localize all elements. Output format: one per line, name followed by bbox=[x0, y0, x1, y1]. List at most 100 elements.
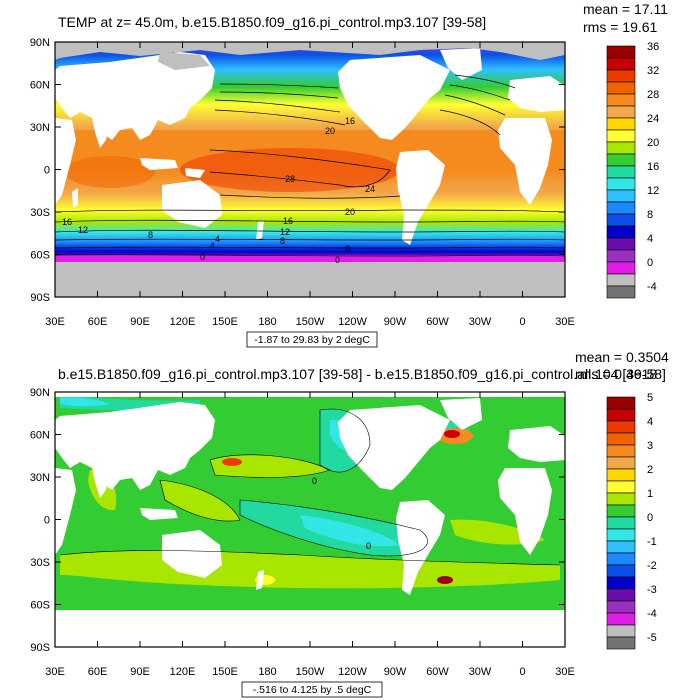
top-ytick-label: 90S bbox=[30, 292, 50, 304]
bottom-colorbar-swatch bbox=[606, 468, 636, 482]
top-australia bbox=[162, 180, 222, 228]
top-contour-label: 24 bbox=[365, 184, 375, 194]
bottom-colorbar-swatch bbox=[606, 600, 636, 614]
top-colorbar-label: 24 bbox=[647, 113, 659, 125]
top-contour-line bbox=[219, 194, 401, 199]
top-contour-label: 4 bbox=[210, 241, 215, 251]
top-range-box: -1.87 to 29.83 by 2 degC bbox=[246, 331, 378, 348]
top-map-area bbox=[55, 42, 565, 297]
top-contour-label: 0 bbox=[345, 244, 350, 254]
top-xtick-label: 150E bbox=[212, 316, 238, 328]
top-xtick-label: 30E bbox=[555, 316, 575, 328]
top-colorbar-swatch bbox=[606, 93, 636, 107]
bottom-greenland bbox=[440, 398, 482, 430]
top-xtick-label: 90E bbox=[130, 316, 150, 328]
top-xtick-label: 120W bbox=[338, 316, 367, 328]
bottom-colorbar-swatch bbox=[606, 432, 636, 446]
top-panel: TEMP at z= 45.0m, b.e15.B1850.f09_g16.pi… bbox=[30, 1, 668, 348]
bottom-colorbar-swatch bbox=[606, 408, 636, 422]
top-africa-west bbox=[498, 118, 552, 205]
top-contour-line bbox=[214, 99, 341, 113]
bottom-south-america bbox=[396, 500, 445, 595]
bottom-range-label: -.516 to 4.125 by .5 degC bbox=[253, 684, 372, 696]
bottom-contour-labels: 0 0 bbox=[312, 476, 371, 551]
bottom-colorbar-label: 1 bbox=[647, 488, 653, 500]
top-xtick-label: 90W bbox=[384, 316, 407, 328]
bottom-colorbar-swatch bbox=[606, 540, 636, 554]
top-contour-label: 0 bbox=[200, 252, 205, 262]
top-colorbar-swatch bbox=[606, 261, 636, 275]
bottom-africa-west bbox=[498, 468, 552, 555]
bottom-colorbar: 5 4 3 2 1 0 -1 -2 -3 -4 -5 bbox=[606, 392, 657, 650]
top-europe bbox=[508, 76, 565, 112]
top-colorbar-label: 16 bbox=[647, 161, 659, 173]
top-nz bbox=[256, 220, 264, 240]
bottom-xtick-label: 30E bbox=[45, 666, 65, 678]
top-antarctica bbox=[55, 262, 565, 297]
top-warm-pool bbox=[180, 148, 400, 192]
top-colorbar-label: 20 bbox=[647, 137, 659, 149]
top-madagascar bbox=[72, 188, 78, 208]
top-xtick-label: 30E bbox=[45, 316, 65, 328]
top-colorbar-label: -4 bbox=[647, 281, 657, 293]
top-contour-line bbox=[219, 91, 339, 99]
top-colorbar-swatch bbox=[606, 57, 636, 71]
bottom-contour-label: 0 bbox=[312, 476, 317, 486]
top-greenland bbox=[440, 48, 482, 80]
top-xtick-label: 0 bbox=[519, 316, 525, 328]
bottom-colorbar-swatch bbox=[606, 504, 636, 518]
top-contour-labels: 20 16 28 24 20 16 12 8 16 12 8 4 0 0 4 0 bbox=[62, 116, 375, 265]
top-land bbox=[55, 48, 565, 245]
top-colorbar-swatch bbox=[606, 105, 636, 119]
top-contour-label: 20 bbox=[345, 207, 355, 217]
top-contour-line bbox=[209, 149, 391, 188]
top-siberia-ice bbox=[158, 52, 210, 70]
bottom-hotspot-gulfstream-core bbox=[444, 430, 460, 438]
top-ytick-label: 0 bbox=[44, 165, 50, 177]
top-southern-ocean bbox=[55, 255, 565, 263]
top-south-america bbox=[396, 150, 445, 245]
bottom-colorbar-label: 5 bbox=[647, 392, 653, 404]
top-colorbar-label: 36 bbox=[647, 41, 659, 53]
top-colorbar-swatch bbox=[606, 117, 636, 131]
top-x-ticks: 30E 60E 90E 120E 150E 180 150W 120W 90W 60W 30W 0 30… bbox=[45, 42, 575, 328]
top-ytick-label: 90N bbox=[30, 37, 50, 49]
bottom-xtick-label: 30E bbox=[555, 666, 575, 678]
bottom-colorbar-label: 2 bbox=[647, 464, 653, 476]
bottom-colorbar-label: 3 bbox=[647, 440, 653, 452]
top-colorbar-label: 28 bbox=[647, 89, 659, 101]
bottom-colorbar-label: 0 bbox=[647, 512, 653, 524]
top-colorbar-swatch bbox=[606, 177, 636, 191]
top-xtick-label: 60E bbox=[88, 316, 108, 328]
top-colorbar-label: 12 bbox=[647, 185, 659, 197]
bottom-colorbar-label: 4 bbox=[647, 416, 653, 428]
top-india bbox=[92, 118, 110, 148]
top-xtick-label: 150W bbox=[296, 316, 325, 328]
top-colorbar: 36 32 28 24 20 16 12 8 4 0 -4 bbox=[606, 41, 659, 299]
bottom-contour-line bbox=[59, 550, 561, 566]
bottom-colorbar-swatch bbox=[606, 516, 636, 530]
top-africa-east bbox=[55, 118, 76, 205]
bottom-colorbar-swatch bbox=[606, 492, 636, 506]
bottom-rms-text: rms = 0.4618 bbox=[575, 366, 657, 382]
bottom-patch bbox=[160, 480, 240, 522]
bottom-india bbox=[92, 468, 110, 498]
bottom-xtick-label: 150W bbox=[296, 666, 325, 678]
bottom-mean-text: mean = 0.3504 bbox=[575, 349, 669, 365]
bottom-xtick-label: 120W bbox=[338, 666, 367, 678]
bottom-patch bbox=[300, 515, 400, 547]
bottom-antarctica bbox=[55, 610, 565, 647]
top-rms-text: rms = 19.61 bbox=[583, 19, 658, 35]
top-contour-line bbox=[55, 246, 565, 249]
top-new-guinea bbox=[185, 168, 205, 178]
bottom-colorbar-swatch bbox=[606, 420, 636, 434]
bottom-y-ticks: 90N 60N 30N 0 30S 60S 90S bbox=[30, 387, 565, 654]
top-contour-line bbox=[55, 219, 565, 223]
top-contour-label: 4 bbox=[215, 234, 220, 244]
top-colorbar-label: 8 bbox=[647, 209, 653, 221]
top-north-america bbox=[338, 55, 450, 140]
bottom-map-area bbox=[55, 392, 565, 647]
bottom-contour-line bbox=[319, 408, 371, 473]
top-colorbar-swatch bbox=[606, 237, 636, 251]
